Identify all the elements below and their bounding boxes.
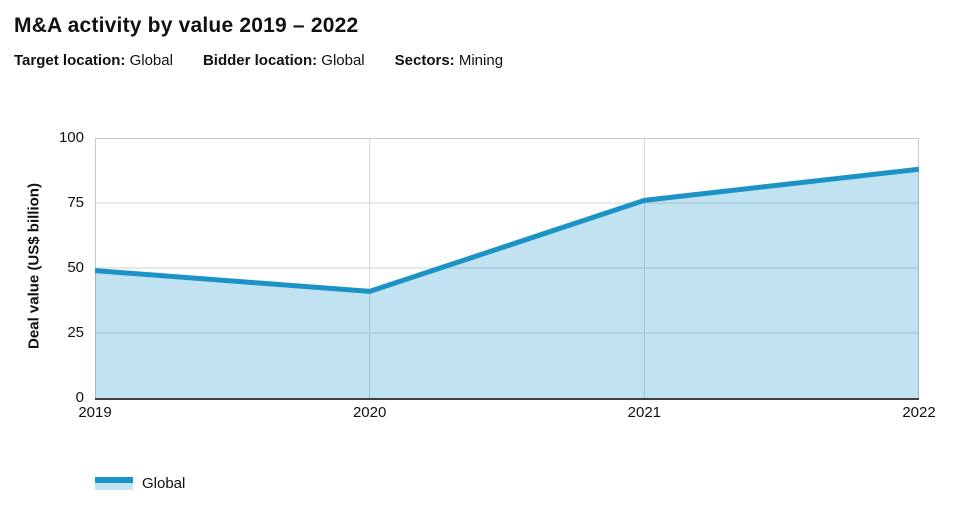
y-tick-label: 25 xyxy=(67,324,84,341)
series-line xyxy=(95,166,919,294)
filter-target-location-label: Target location: xyxy=(14,52,126,69)
legend: Global xyxy=(95,475,185,492)
y-tick-label: 50 xyxy=(67,259,84,276)
filter-bidder-location: Bidder location: Global xyxy=(203,52,365,69)
plot-border xyxy=(95,138,919,398)
legend-label: Global xyxy=(142,475,186,492)
filter-sectors-value: Mining xyxy=(458,52,504,69)
filter-target-location: Target location: Global xyxy=(14,52,173,69)
x-axis-line xyxy=(95,398,919,400)
x-tick-label: 2020 xyxy=(352,404,387,421)
gridlines xyxy=(95,138,919,398)
y-tick-label: 75 xyxy=(67,194,84,211)
filter-bidder-location-value: Global xyxy=(321,52,365,69)
filter-bidder-location-label: Bidder location: xyxy=(202,52,318,69)
filter-target-location-value: Global xyxy=(129,52,173,69)
legend-item-global[interactable]: Global xyxy=(95,475,185,492)
area-fill xyxy=(95,169,919,398)
filter-sectors: Sectors: Mining xyxy=(395,52,503,69)
y-tick-label: 0 xyxy=(75,389,84,406)
x-tick-label: 2022 xyxy=(902,404,936,421)
x-tick-label: 2021 xyxy=(627,404,662,421)
chart-filters: Target location: Global Bidder location:… xyxy=(14,52,533,69)
area-series-swatch-icon xyxy=(95,477,133,490)
filter-sectors-label: Sectors: xyxy=(394,52,455,69)
y-tick-label: 100 xyxy=(58,129,84,146)
area-chart-plot[interactable] xyxy=(95,138,919,398)
chart-title: M&A activity by value 2019 – 2022 xyxy=(14,14,359,37)
x-tick-label: 2019 xyxy=(78,404,112,421)
